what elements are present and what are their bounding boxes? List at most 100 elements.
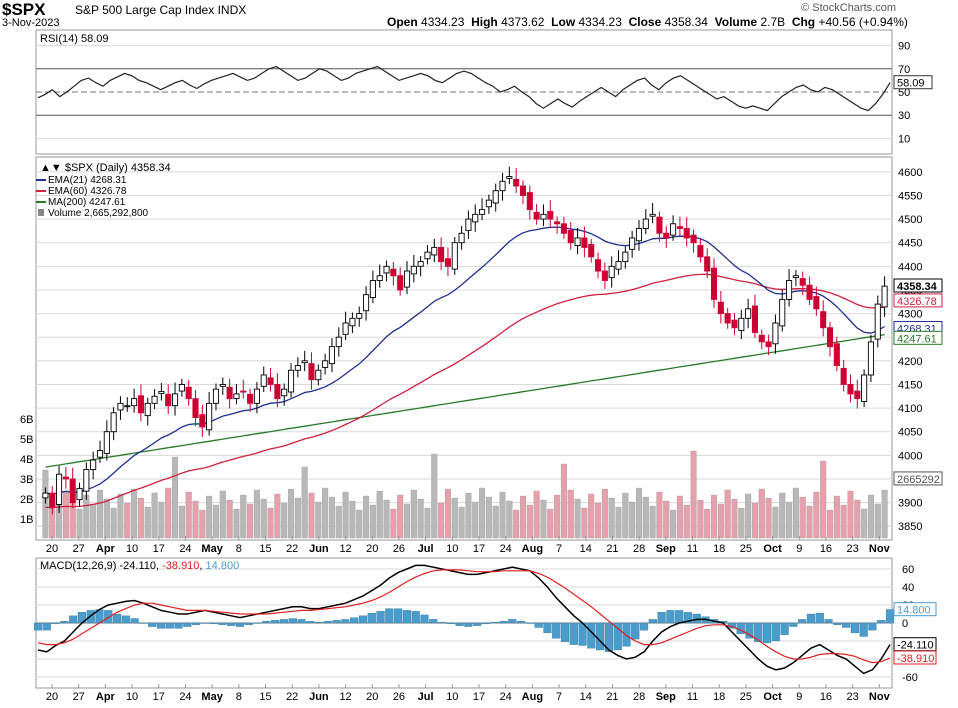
macd-histogram-bar [639,622,649,631]
x-axis-label: Jun [309,543,329,555]
candle-body [799,278,806,286]
macd-histogram-bar [297,619,306,624]
candle-body [137,395,144,414]
chart-header: $SPX S&P 500 Large Cap Index INDX 3-Nov-… [0,0,958,30]
macd-histogram-bar [455,622,464,626]
volume-bar [438,502,445,539]
price-tick-label: 4600 [898,167,922,179]
volume-bar [581,507,588,539]
volume-bar [874,503,881,539]
candle-body [690,234,697,244]
volume-bar [117,493,124,539]
candle-body [594,259,602,272]
candle-body [76,487,83,501]
candle-body [492,190,499,204]
volume-bar [479,487,486,539]
candle-body [745,308,752,319]
price-value-tag-text: 2665292 [897,474,940,486]
candle-body [540,213,547,220]
candle-body [847,383,854,395]
candle-body [826,327,834,348]
candle-body [717,301,724,315]
volume-bar [124,502,131,539]
macd-histogram-bar [543,622,552,634]
candle-body [472,213,479,223]
x-axis-label: Apr [96,543,116,555]
macd-tick-label: 60 [902,564,914,576]
x-axis-label: 24 [179,543,191,555]
volume-bar [840,504,847,539]
price-tick-label: 4500 [898,214,922,226]
x-axis-label: 8 [236,543,242,555]
candle-body [356,313,363,319]
price-value-tag [893,330,943,345]
x-axis-label: 10 [126,691,138,703]
volume-bar [76,508,83,539]
volume-bar [397,494,404,539]
x-axis-label: 24 [500,543,512,555]
candle-body [635,228,643,242]
x-axis-label: 14 [580,543,592,555]
candle-body [49,492,56,508]
price-tick-label: 4550 [898,190,922,202]
candle-body [724,313,731,324]
volume-bar [615,506,622,539]
candle-body [151,395,158,404]
macd-histogram-bar [51,622,60,625]
macd-histogram-bar [121,615,130,624]
open-value: 4334.23 [421,15,465,29]
x-axis-label: 16 [820,691,832,703]
volume-bar [185,491,192,539]
macd-histogram-bar [613,622,622,651]
macd-histogram-bar [596,622,605,651]
candle-body [608,265,615,279]
macd-histogram-bar [648,619,657,624]
close-value: 4358.34 [664,15,708,29]
x-axis-label: 12 [339,691,351,703]
volume-bar [431,453,438,539]
volume-bar [622,492,629,539]
candle-body [424,251,431,260]
low-value: 4334.23 [578,15,622,29]
macd-histogram-bar [174,622,183,629]
macd-histogram-bar [69,615,78,624]
x-axis-label: 28 [633,543,645,555]
candle-body [513,178,520,187]
candle-body [649,213,656,217]
volume-bar [595,502,602,539]
candle-body [451,242,458,270]
candle-body [349,317,356,327]
macd-histogram-bar [209,622,218,625]
macd-histogram-bar [675,610,684,624]
candle-body [199,414,206,428]
macd-histogram-bar [112,613,122,624]
volume-bar [485,496,492,539]
macd-histogram-bar [192,622,201,625]
price-tick-label: 4150 [898,379,922,391]
volume-bar [642,496,649,539]
price-tick-label: 4100 [898,403,922,415]
volume-bar [199,509,206,539]
macd-histogram-bar [156,622,166,629]
candle-body [376,275,383,281]
volume-bar [335,505,342,539]
macd-histogram-bar [815,612,824,624]
volume-bar [881,489,888,539]
candle-body [615,261,622,270]
candle-body [710,267,718,300]
candle-body [786,280,793,300]
volume-bar [560,463,567,539]
candle-body [56,473,63,505]
volume-bar [83,494,90,539]
macd-histogram-bar [323,621,332,624]
price-value-tag [893,471,943,486]
volume-tick-label: 5B [20,434,33,446]
volume-bar [847,490,854,539]
x-axis-label: 20 [366,691,378,703]
brand-watermark: © StockCharts.com [801,2,896,14]
volume-bar [690,450,697,539]
volume-bar [424,507,431,539]
candle-body [560,223,567,234]
candle-body [410,265,417,275]
x-axis-label: 17 [473,691,485,703]
